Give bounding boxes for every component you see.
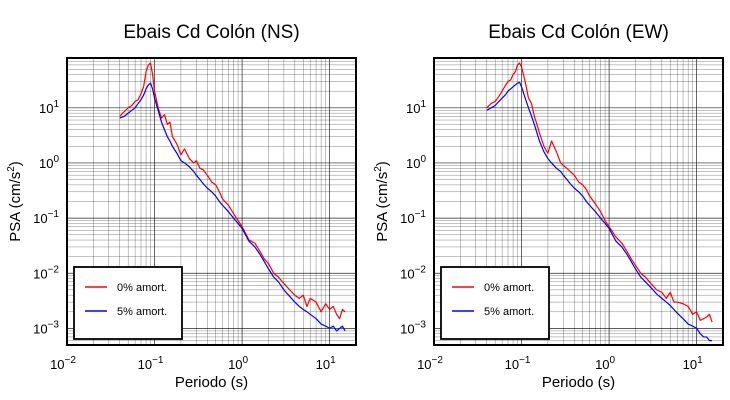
y-axis-label-sup: 2	[373, 166, 384, 172]
x-tick-base: 10	[595, 357, 609, 372]
y-tick-exp: 1	[420, 99, 426, 110]
y-tick-base: 10	[39, 156, 53, 171]
y-tick-label: 10−2	[400, 264, 426, 281]
chart-title: Ebais Cd Colón (EW)	[488, 22, 669, 43]
y-tick-label: 10−3	[33, 319, 59, 336]
x-tick-base: 10	[683, 357, 697, 372]
y-tick-exp: −2	[48, 264, 60, 275]
x-tick-exp: 0	[243, 355, 249, 366]
x-tick-base: 10	[316, 357, 330, 372]
y-axis-label-main: PSA (cm/s	[7, 172, 24, 242]
plot-frame	[433, 57, 724, 346]
y-tick-base: 10	[406, 101, 420, 116]
legend-label: 5% amort.	[484, 306, 534, 318]
plot-frame	[66, 57, 357, 346]
y-tick-label: 10−2	[33, 264, 59, 281]
chart-title: Ebais Cd Colón (NS)	[123, 22, 299, 43]
y-axis-label-close: )	[7, 161, 24, 166]
x-tick-base: 10	[228, 357, 242, 372]
y-tick-label: 100	[39, 154, 59, 171]
x-tick-exp: −1	[519, 355, 531, 366]
y-tick-base: 10	[33, 266, 47, 281]
x-tick-label: 10−1	[138, 355, 164, 372]
series-line-blue	[119, 82, 346, 332]
legend-box	[73, 266, 183, 340]
y-tick-exp: −3	[48, 319, 60, 330]
y-tick-base: 10	[400, 211, 414, 226]
x-tick-exp: −2	[65, 355, 77, 366]
y-tick-exp: −3	[415, 319, 427, 330]
series-line-red	[119, 62, 346, 320]
x-tick-exp: 1	[330, 355, 336, 366]
y-tick-label: 101	[406, 99, 426, 116]
y-tick-base: 10	[33, 321, 47, 336]
y-tick-base: 10	[400, 266, 414, 281]
x-tick-base: 10	[50, 357, 64, 372]
y-tick-label: 100	[406, 154, 426, 171]
y-tick-base: 10	[39, 101, 53, 116]
grid	[433, 57, 724, 346]
y-tick-exp: 0	[53, 154, 59, 165]
x-tick-label: 101	[316, 355, 336, 372]
y-tick-exp: −1	[415, 209, 427, 220]
legend-box	[440, 266, 550, 340]
legend-label: 0% amort.	[484, 282, 534, 294]
y-tick-label: 10−1	[33, 209, 59, 226]
x-tick-label: 10−1	[505, 355, 531, 372]
y-tick-base: 10	[400, 321, 414, 336]
grid	[66, 57, 357, 346]
x-tick-exp: 1	[697, 355, 703, 366]
x-tick-exp: 0	[610, 355, 616, 366]
x-tick-label: 101	[683, 355, 703, 372]
legend: 0% amort. 5% amort.	[73, 266, 183, 340]
x-tick-label: 100	[595, 355, 615, 372]
x-tick-base: 10	[417, 357, 431, 372]
y-tick-label: 10−1	[400, 209, 426, 226]
series-line-red	[486, 62, 713, 323]
y-axis-label: PSA (cm/s2)	[373, 161, 391, 242]
y-tick-base: 10	[33, 211, 47, 226]
legend-label: 0% amort.	[117, 282, 167, 294]
x-tick-label: 10−2	[50, 355, 76, 372]
x-tick-exp: −2	[432, 355, 444, 366]
y-tick-exp: −2	[415, 264, 427, 275]
x-axis-label: Periodo (s)	[175, 374, 248, 391]
y-axis-label-main: PSA (cm/s	[374, 172, 391, 242]
y-axis-label: PSA (cm/s2)	[6, 161, 24, 242]
legend-label: 5% amort.	[117, 306, 167, 318]
y-axis-label-close: )	[374, 161, 391, 166]
x-tick-base: 10	[138, 357, 152, 372]
y-tick-exp: 1	[53, 99, 59, 110]
y-tick-exp: −1	[48, 209, 60, 220]
y-tick-label: 10−3	[400, 319, 426, 336]
x-tick-base: 10	[505, 357, 519, 372]
legend: 0% amort. 5% amort.	[440, 266, 550, 340]
y-axis-label-sup: 2	[6, 166, 17, 172]
x-tick-label: 100	[228, 355, 248, 372]
y-tick-base: 10	[406, 156, 420, 171]
x-tick-exp: −1	[152, 355, 164, 366]
series-line-blue	[486, 81, 713, 342]
x-axis-label: Periodo (s)	[542, 374, 615, 391]
y-tick-exp: 0	[420, 154, 426, 165]
y-tick-label: 101	[39, 99, 59, 116]
x-tick-label: 10−2	[417, 355, 443, 372]
